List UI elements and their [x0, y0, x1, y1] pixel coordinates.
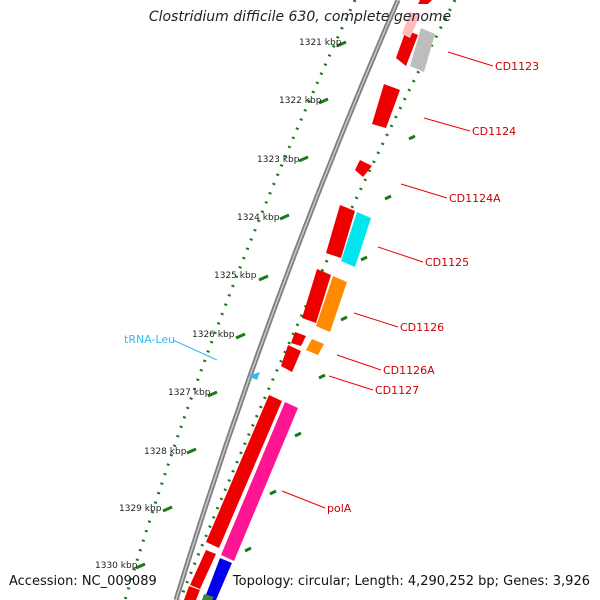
- cds-feature-orange: [316, 276, 347, 332]
- scale-label-1330: 1330 kbp: [95, 561, 138, 571]
- map-title: Clostridium difficile 630, complete geno…: [148, 9, 452, 25]
- trna-leader: [172, 339, 218, 361]
- gene-label-cd1123: CD1123: [495, 60, 539, 73]
- trna-label: tRNA-Leu: [124, 333, 175, 346]
- track-ticks: [244, 134, 416, 553]
- topology-text: Topology: circular; Length: 4,290,252 bp…: [232, 574, 590, 589]
- cds-features-reverse: [184, 30, 418, 600]
- cds-feature: [281, 345, 301, 372]
- cds-feature: [184, 586, 200, 600]
- cds-feature-orange-small: [306, 339, 324, 355]
- gene-label-cd1127: CD1127: [375, 384, 419, 397]
- scale-label-1327: 1327 kbp: [168, 388, 211, 398]
- scale-label-1326: 1326 kbp: [192, 330, 235, 340]
- cds-feature-top: [418, 0, 432, 4]
- cds-feature-pink: [221, 402, 298, 561]
- accession-text: Accession: NC_009089: [9, 574, 157, 589]
- cds-feature: [302, 269, 331, 323]
- cds-feature-cyan: [341, 212, 371, 267]
- scale-label-1325: 1325 kbp: [214, 271, 257, 281]
- scale-label-1322: 1322 kbp: [279, 96, 322, 106]
- scale-label-1321: 1321 kbp: [299, 38, 342, 48]
- gene-label-cd1125: CD1125: [425, 256, 469, 269]
- genome-backbone: [173, 0, 401, 600]
- cds-feature: [372, 84, 400, 128]
- cds-feature: [396, 30, 418, 66]
- cds-feature-gray: [410, 28, 435, 72]
- gene-label-cd1126: CD1126: [400, 321, 444, 334]
- scale-labels: 1321 kbp 1322 kbp 1323 kbp 1324 kbp 1325…: [95, 38, 342, 571]
- label-leaders: [281, 51, 494, 509]
- cds-feature: [291, 332, 306, 346]
- trna-feature: [248, 372, 260, 380]
- cds-feature: [190, 550, 216, 589]
- gene-label-cd1124a: CD1124A: [449, 192, 501, 205]
- scale-label-1328: 1328 kbp: [144, 447, 187, 457]
- scale-label-1324: 1324 kbp: [237, 213, 280, 223]
- cds-feature: [326, 205, 355, 258]
- cds-feature-blue: [204, 558, 232, 600]
- gene-label-cd1124: CD1124: [472, 125, 516, 138]
- scale-ticks: [135, 40, 347, 570]
- cds-feature: [206, 395, 282, 548]
- scale-label-1323: 1323 kbp: [257, 155, 300, 165]
- gene-label-cd1126a: CD1126A: [383, 364, 435, 377]
- gene-label-pola: polA: [327, 502, 352, 515]
- cds-feature-light: [402, 12, 420, 38]
- scale-label-1329: 1329 kbp: [119, 504, 162, 514]
- cds-feature: [355, 160, 372, 177]
- cds-feature-green: [202, 594, 214, 600]
